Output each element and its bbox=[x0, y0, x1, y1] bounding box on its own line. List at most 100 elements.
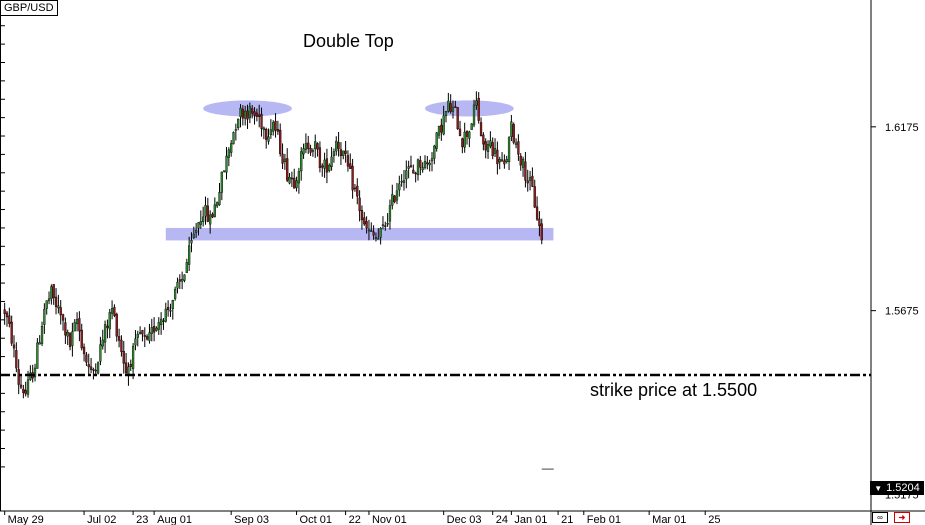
candle-body bbox=[360, 209, 364, 221]
time-axis-ticks: May 29 Jul 02 23 Aug 01 Sep 03 Oct 01 22 Nov 01… bbox=[4, 511, 720, 525]
candle-body bbox=[267, 136, 270, 142]
candle-body bbox=[391, 194, 394, 206]
candle-body bbox=[15, 350, 18, 369]
time-tick-label: Jan 01 bbox=[514, 514, 547, 525]
candle-body bbox=[468, 131, 471, 139]
candle-body bbox=[463, 131, 466, 148]
candle-body bbox=[113, 307, 116, 316]
time-tick-label: 23 bbox=[136, 514, 148, 525]
candle-body bbox=[307, 142, 310, 149]
candle-body bbox=[269, 129, 273, 135]
candle-body bbox=[512, 124, 515, 143]
candle-body bbox=[110, 308, 114, 314]
candle-body bbox=[386, 223, 389, 225]
time-tick-label: 24 bbox=[496, 514, 508, 525]
candle-body bbox=[248, 106, 251, 119]
candle-body bbox=[75, 319, 79, 325]
candle-body bbox=[493, 148, 497, 154]
candle-body bbox=[526, 180, 529, 184]
time-tick-label: Jul 02 bbox=[87, 514, 116, 525]
candle-body bbox=[349, 163, 352, 169]
candle-body bbox=[230, 143, 233, 153]
candle-body bbox=[461, 138, 464, 148]
candle-body bbox=[398, 183, 401, 191]
candle-body bbox=[33, 367, 37, 378]
candle-body bbox=[10, 321, 13, 344]
candle-body bbox=[444, 111, 448, 117]
candle-body bbox=[206, 205, 209, 222]
time-tick-label: Oct 01 bbox=[300, 514, 332, 525]
candle-body bbox=[377, 238, 380, 240]
candle-body bbox=[428, 162, 431, 166]
candle-body bbox=[433, 145, 436, 159]
candle-body bbox=[159, 318, 163, 326]
chain-link-icon[interactable]: ∞ bbox=[872, 512, 888, 523]
candle-body bbox=[5, 312, 9, 318]
candle-body bbox=[216, 202, 219, 207]
candle-body bbox=[199, 221, 202, 225]
candle-body bbox=[531, 175, 534, 187]
candle-body bbox=[134, 338, 137, 346]
candle-body bbox=[407, 166, 410, 169]
candle-body bbox=[379, 228, 382, 238]
candle-body bbox=[85, 354, 88, 363]
candle-body bbox=[241, 108, 244, 119]
candle-body bbox=[477, 97, 480, 121]
candle-body bbox=[356, 185, 359, 197]
candle-body bbox=[178, 279, 181, 282]
candle-body bbox=[120, 339, 123, 352]
candle-body bbox=[332, 151, 336, 156]
time-tick-label: 21 bbox=[561, 514, 573, 525]
candle-body bbox=[220, 171, 223, 193]
candle-body bbox=[106, 325, 109, 328]
candle-body bbox=[339, 149, 343, 157]
candle-body bbox=[335, 140, 338, 152]
candle-body bbox=[419, 160, 422, 168]
candle-body bbox=[454, 106, 457, 108]
candle-body bbox=[342, 150, 345, 157]
candle-body bbox=[190, 240, 193, 244]
candle-body bbox=[255, 112, 258, 117]
candle-body bbox=[374, 237, 378, 239]
candle-body bbox=[325, 158, 329, 173]
candle-body bbox=[405, 170, 408, 180]
candle-body bbox=[213, 204, 216, 217]
candle-body bbox=[311, 150, 315, 152]
candle-body bbox=[94, 369, 97, 372]
time-tick-label: Aug 01 bbox=[157, 514, 192, 525]
candles bbox=[3, 91, 554, 470]
candle-body bbox=[400, 180, 403, 183]
candle-body bbox=[66, 332, 69, 337]
candle-body bbox=[68, 332, 72, 347]
candle-body bbox=[143, 335, 146, 337]
candle-body bbox=[192, 233, 195, 238]
candle-body bbox=[258, 114, 261, 117]
candle-body bbox=[40, 326, 44, 344]
candle-body bbox=[92, 369, 95, 371]
candle-body bbox=[381, 224, 385, 227]
candle-body bbox=[197, 222, 200, 229]
time-tick-label: Sep 03 bbox=[234, 514, 269, 525]
candle-body bbox=[50, 286, 53, 300]
candle-body bbox=[346, 155, 350, 167]
candle-body bbox=[372, 231, 375, 236]
candle-body bbox=[309, 148, 312, 153]
candle-body bbox=[293, 177, 296, 189]
candle-body bbox=[225, 155, 228, 173]
candle-body bbox=[148, 332, 151, 341]
candle-body bbox=[524, 161, 527, 181]
candle-body bbox=[45, 300, 48, 309]
time-tick-label: Nov 01 bbox=[372, 514, 407, 525]
candle-body bbox=[26, 379, 30, 395]
candle-body bbox=[237, 118, 240, 128]
exit-arrow-icon[interactable]: ➜ bbox=[894, 512, 910, 523]
candle-body bbox=[409, 165, 413, 168]
candle-body bbox=[290, 177, 294, 180]
candle-body bbox=[416, 159, 420, 176]
candle-body bbox=[507, 137, 511, 162]
candle-body bbox=[276, 128, 280, 132]
candle-body bbox=[164, 308, 167, 322]
candle-body bbox=[204, 205, 207, 217]
last-price-value: 1.5204 bbox=[886, 482, 920, 494]
